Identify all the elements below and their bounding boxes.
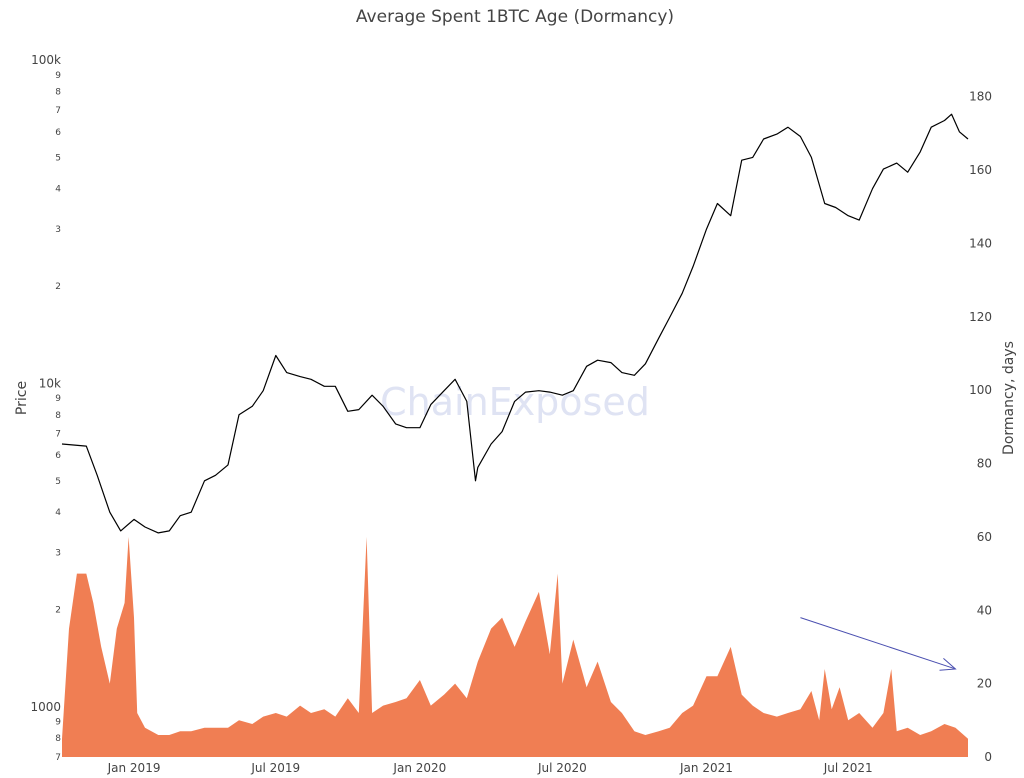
price-minor-tick-label: 7	[55, 106, 61, 116]
price-minor-tick-label: 4	[55, 508, 61, 518]
price-series	[61, 113, 969, 534]
price-minor-tick-label: 3	[55, 225, 61, 235]
price-minor-tick-label: 5	[55, 477, 61, 487]
dormancy-tick-label: 80	[977, 457, 992, 471]
price-minor-tick-label: 8	[55, 411, 61, 421]
trend-arrow-head	[939, 658, 957, 671]
dormancy-tick-label: 160	[969, 163, 992, 177]
dormancy-tick-label: 20	[977, 677, 992, 691]
price-tick-label: 100k	[31, 53, 61, 67]
price-tick-label: 10k	[39, 376, 61, 390]
dormancy-tick-label: 60	[977, 530, 992, 544]
price-minor-tick-label: 7	[55, 753, 61, 763]
price-minor-tick-label: 6	[55, 451, 61, 461]
dormancy-series	[62, 536, 968, 757]
date-tick-label: Jul 2021	[823, 761, 873, 775]
price-minor-tick-label: 9	[55, 718, 61, 728]
price-minor-tick-label: 5	[55, 153, 61, 163]
price-line	[61, 113, 969, 534]
dormancy-tick-label: 120	[969, 310, 992, 324]
price-minor-tick-label: 3	[55, 549, 61, 559]
dormancy-axis-title: Dormancy, days	[1001, 341, 1017, 455]
date-tick-label: Jan 2021	[679, 761, 733, 775]
price-minor-tick-label: 9	[55, 394, 61, 404]
dormancy-tick-label: 180	[969, 90, 992, 104]
price-minor-tick-label: 4	[55, 185, 61, 195]
price-axis: 1000 10k 100k 7 8 9 2 3 4 5 6 7 8 9 2 3 4 5 6 7 8 9	[30, 53, 61, 763]
price-tick-label: 1000	[30, 700, 61, 714]
date-tick-label: Jan 2019	[107, 761, 161, 775]
price-minor-tick-label: 8	[55, 734, 61, 744]
date-tick-label: Jul 2019	[250, 761, 300, 775]
price-axis-title: Price	[14, 381, 30, 415]
chart-title: Average Spent 1BTC Age (Dormancy)	[356, 7, 674, 27]
annotations	[800, 617, 957, 671]
dormancy-tick-label: 140	[969, 236, 992, 250]
date-tick-label: Jan 2020	[392, 761, 446, 775]
trend-arrow-line	[800, 617, 956, 670]
dormancy-tick-label: 40	[977, 603, 992, 617]
date-tick-label: Jul 2020	[537, 761, 587, 775]
date-axis: Jan 2019 Jul 2019 Jan 2020 Jul 2020 Jan 2021…	[107, 761, 873, 775]
price-minor-tick-label: 6	[55, 128, 61, 138]
price-minor-tick-label: 7	[55, 430, 61, 440]
price-minor-tick-label: 2	[55, 282, 61, 292]
dormancy-tick-label: 100	[969, 383, 992, 397]
price-minor-tick-label: 8	[55, 87, 61, 97]
dormancy-area	[62, 536, 968, 757]
price-minor-tick-label: 9	[55, 71, 61, 81]
dormancy-axis: 0 20 40 60 80 100 120 140 160 180	[969, 90, 992, 764]
dormancy-tick-label: 0	[984, 750, 992, 764]
price-minor-tick-label: 2	[55, 606, 61, 616]
